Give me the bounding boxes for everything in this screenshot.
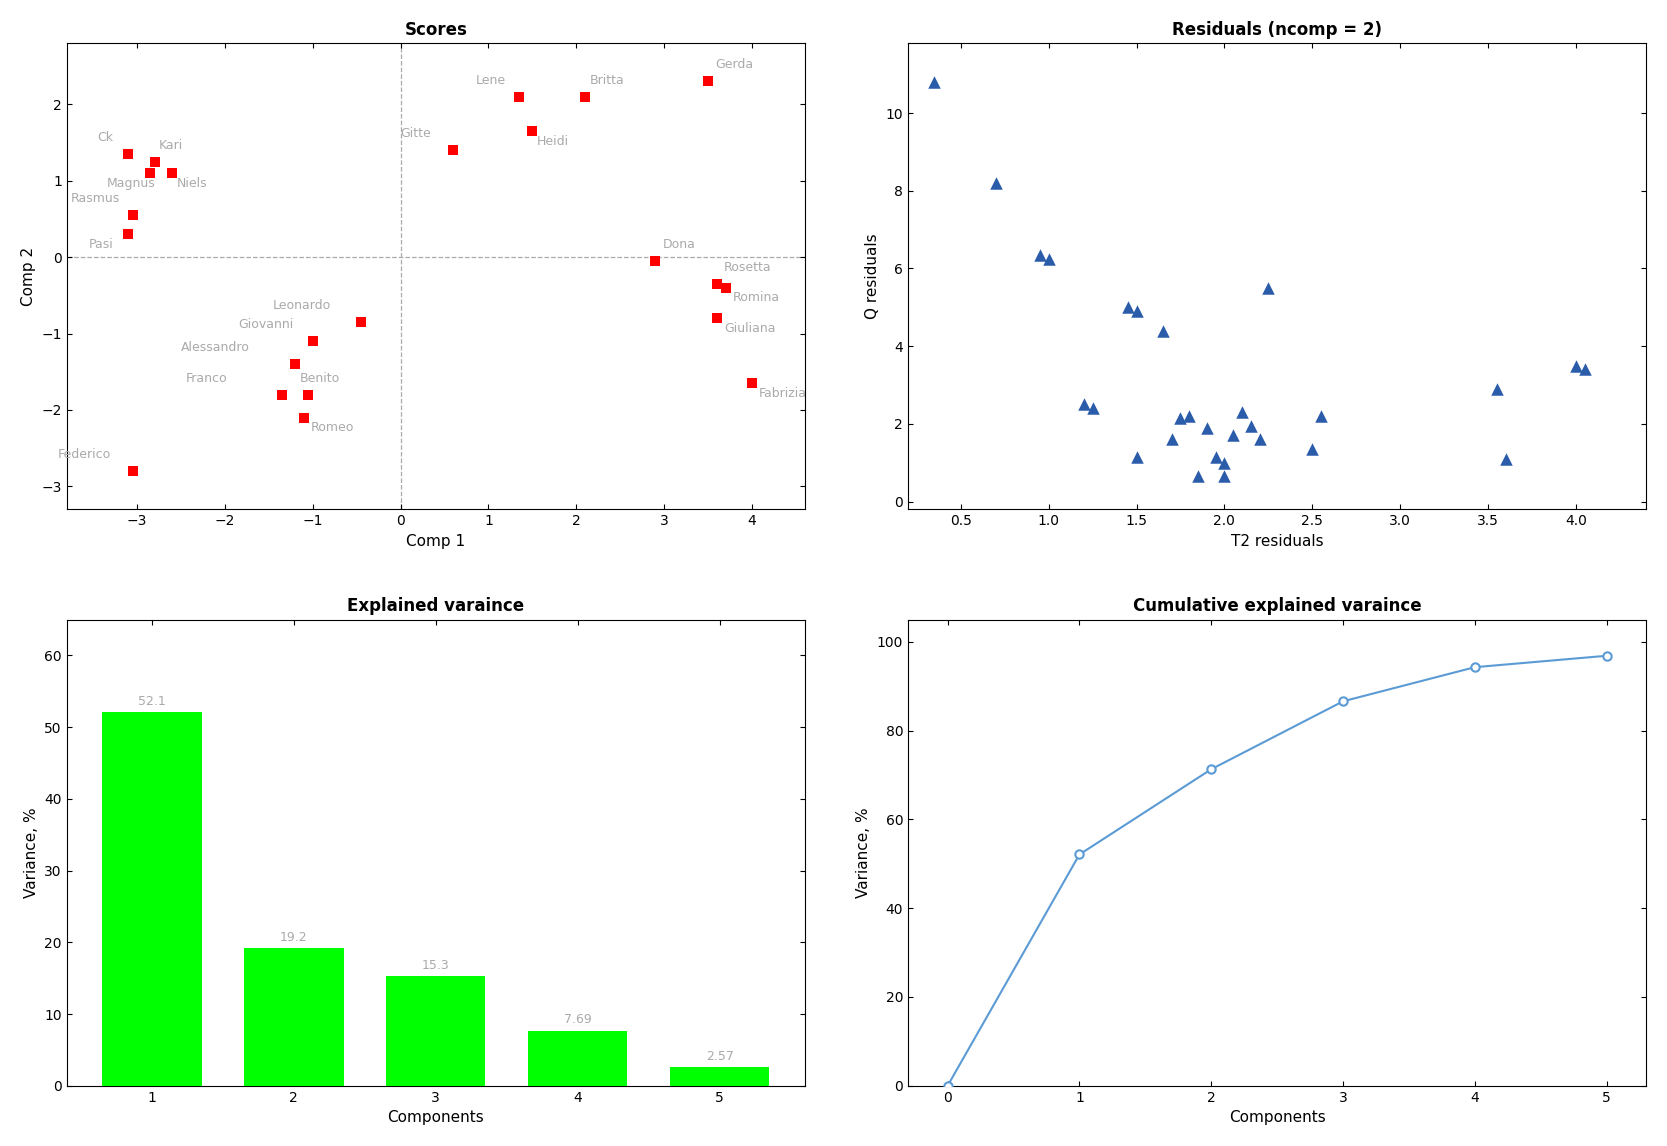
Point [295, 385, 322, 403]
Title: Scores: Scores [405, 21, 467, 39]
Point [1562, 356, 1589, 375]
Y-axis label: Variance, %: Variance, % [23, 808, 38, 898]
Text: Niels: Niels [177, 176, 207, 190]
Point [505, 87, 532, 105]
Text: Heidi: Heidi [537, 135, 568, 148]
Y-axis label: Comp 2: Comp 2 [20, 246, 35, 306]
Point [1299, 440, 1325, 458]
Text: Alessandro: Alessandro [182, 342, 250, 354]
Bar [670, 1067, 770, 1085]
Text: Rosetta: Rosetta [723, 261, 772, 274]
Point [1572, 360, 1599, 378]
Point [1115, 298, 1142, 316]
Point [1124, 303, 1150, 321]
X-axis label: Components: Components [387, 1110, 483, 1125]
Point [982, 174, 1009, 193]
Text: Romina: Romina [733, 291, 780, 305]
Text: Ck: Ck [97, 131, 113, 144]
Point [1035, 250, 1062, 268]
Point [1220, 426, 1247, 445]
Point [1212, 468, 1239, 486]
Point [158, 164, 185, 182]
Bar [387, 976, 485, 1085]
Point [1070, 395, 1097, 414]
Point [300, 332, 327, 351]
Point [440, 141, 467, 159]
Point [1307, 407, 1334, 425]
Point [1150, 321, 1177, 339]
Text: Lene: Lene [475, 73, 505, 87]
Text: Gitte: Gitte [400, 127, 432, 140]
Text: 15.3: 15.3 [422, 959, 450, 972]
Point [695, 72, 722, 91]
Title: Cumulative explained varaince: Cumulative explained varaince [1134, 597, 1422, 615]
Point [1124, 448, 1150, 466]
Point [738, 374, 765, 392]
Point [268, 385, 295, 403]
Text: Gerda: Gerda [715, 58, 753, 71]
Text: Giuliana: Giuliana [723, 322, 775, 335]
Point [1159, 430, 1185, 448]
Text: Fabrizia: Fabrizia [758, 387, 807, 400]
X-axis label: T2 residuals: T2 residuals [1230, 534, 1324, 549]
Point [120, 206, 147, 225]
Text: Leonardo: Leonardo [273, 299, 332, 312]
Text: Dona: Dona [662, 238, 695, 251]
X-axis label: Comp 1: Comp 1 [407, 534, 465, 549]
Point [1194, 418, 1220, 437]
Text: Franco: Franco [185, 371, 227, 385]
Text: Pasi: Pasi [88, 238, 113, 251]
Title: Explained varaince: Explained varaince [347, 597, 525, 615]
Bar [528, 1030, 627, 1085]
X-axis label: Components: Components [1229, 1110, 1325, 1125]
Point [142, 152, 168, 171]
Point [1247, 430, 1274, 448]
Point [1229, 403, 1255, 422]
Text: Romeo: Romeo [312, 422, 355, 434]
Point [282, 355, 308, 374]
Text: 52.1: 52.1 [138, 694, 165, 708]
Point [703, 309, 730, 328]
Point [1167, 409, 1194, 427]
Text: Giovanni: Giovanni [238, 319, 293, 331]
Point [703, 275, 730, 293]
Point [290, 408, 317, 426]
Point [518, 121, 545, 140]
Point [922, 73, 949, 92]
Point [572, 87, 598, 105]
Point [1212, 454, 1239, 472]
Point [1185, 468, 1212, 486]
Text: 7.69: 7.69 [563, 1013, 592, 1027]
Point [1492, 449, 1519, 468]
Point [115, 144, 142, 163]
Point [1079, 399, 1105, 417]
Text: Kari: Kari [158, 139, 183, 151]
Point [1175, 407, 1202, 425]
Point [120, 462, 147, 480]
Bar [243, 948, 343, 1085]
Point [1484, 379, 1510, 398]
Text: Federico: Federico [58, 448, 112, 461]
Point [137, 164, 163, 182]
Title: Residuals (ncomp = 2): Residuals (ncomp = 2) [1172, 21, 1382, 39]
Y-axis label: Q residuals: Q residuals [865, 234, 880, 319]
Point [712, 278, 738, 297]
Text: Britta: Britta [590, 73, 623, 87]
Point [1202, 448, 1229, 466]
Y-axis label: Variance, %: Variance, % [857, 808, 872, 898]
Point [115, 225, 142, 243]
Text: 2.57: 2.57 [705, 1050, 733, 1063]
Point [642, 252, 668, 270]
Text: 19.2: 19.2 [280, 931, 308, 944]
Text: Benito: Benito [300, 371, 340, 385]
Text: Rasmus: Rasmus [72, 193, 120, 205]
Bar [102, 712, 202, 1085]
Point [1255, 278, 1282, 297]
Text: Magnus: Magnus [107, 176, 155, 190]
Point [1027, 245, 1054, 264]
Point [1237, 417, 1264, 435]
Point [348, 313, 375, 331]
